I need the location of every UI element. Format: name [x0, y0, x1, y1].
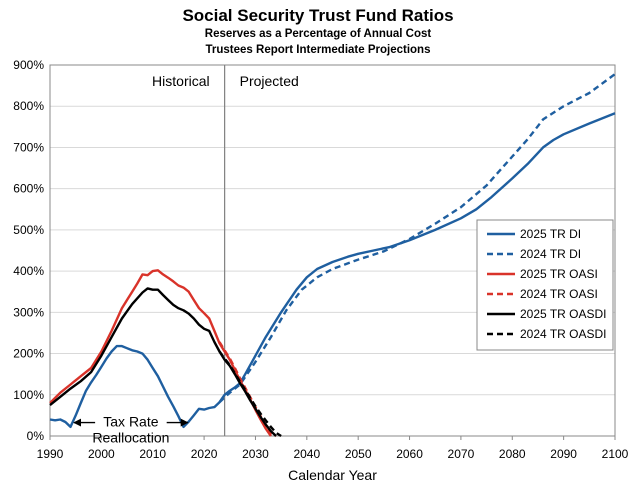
series-line-2024-tr-oasdi: [218, 350, 282, 438]
chart-subtitle-2: Trustees Report Intermediate Projections: [205, 44, 431, 56]
historical-label: Historical: [152, 73, 210, 89]
x-axis-label: Calendar Year: [288, 467, 377, 483]
projected-label: Projected: [240, 73, 299, 89]
y-tick-label: 500%: [13, 223, 44, 237]
x-tick-label: 2010: [139, 447, 166, 461]
legend-box: [476, 219, 614, 351]
y-tick-label: 300%: [13, 305, 44, 319]
legend-label: 2025 TR OASI: [520, 267, 598, 281]
y-tick-label: 400%: [13, 264, 44, 278]
y-tick-label: 0%: [27, 429, 45, 443]
x-tick-label: 2070: [448, 447, 475, 461]
tax-rate-label: Tax Rate: [103, 414, 158, 430]
legend-label: 2025 TR DI: [520, 227, 581, 241]
chart-title: Social Security Trust Fund Ratios: [182, 6, 454, 25]
x-tick-label: 2100: [602, 447, 629, 461]
series-line-2024-tr-di: [218, 73, 616, 404]
x-tick-label: 2000: [88, 447, 115, 461]
y-tick-label: 200%: [13, 347, 44, 361]
legend-label: 2025 TR OASDI: [520, 307, 606, 321]
legend-label: 2024 TR OASDI: [520, 327, 606, 341]
plot-frame: [49, 64, 616, 437]
legend-label: 2024 TR DI: [520, 247, 581, 261]
y-tick-label: 900%: [13, 58, 44, 72]
x-tick-label: 2060: [396, 447, 423, 461]
reallocation-label: Reallocation: [92, 430, 169, 446]
x-tick-label: 2040: [293, 447, 320, 461]
x-tick-label: 2020: [191, 447, 218, 461]
y-tick-label: 800%: [13, 99, 44, 113]
legend-label: 2024 TR OASI: [520, 287, 598, 301]
series-line-2025-tr-di: [49, 112, 616, 429]
x-tick-label: 2080: [499, 447, 526, 461]
x-tick-label: 2090: [550, 447, 577, 461]
x-tick-label: 2050: [345, 447, 372, 461]
y-tick-label: 100%: [13, 388, 44, 402]
x-tick-label: 2030: [242, 447, 269, 461]
chart-subtitle: Reserves as a Percentage of Annual Cost: [204, 28, 432, 40]
y-tick-label: 700%: [13, 140, 44, 154]
y-tick-label: 600%: [13, 182, 44, 196]
series-line-2025-tr-oasdi: [49, 287, 277, 437]
x-tick-label: 1990: [37, 447, 64, 461]
